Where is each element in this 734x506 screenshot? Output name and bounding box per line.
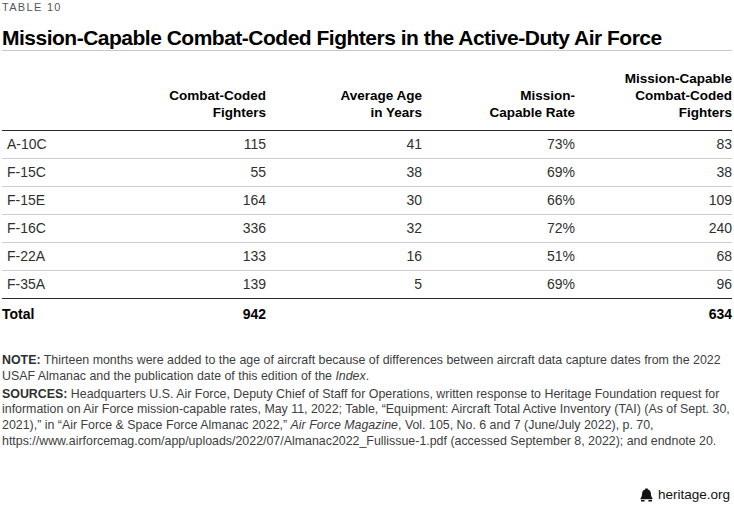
cell-combat_coded: 164 — [122, 187, 266, 215]
cell-combat_coded: 336 — [122, 215, 266, 243]
cell-avg_age: 16 — [266, 243, 422, 271]
cell-mc_fighters: 83 — [575, 131, 732, 159]
sources-text: SOURCES: Headquarters U.S. Air Force, De… — [2, 387, 732, 450]
text-segment: Air Force Magazine — [291, 418, 398, 432]
table-row: F-15E1643066%109 — [2, 187, 732, 215]
cell-mc_rate: 69% — [422, 159, 575, 187]
cell-combat_coded: 55 — [122, 159, 266, 187]
cell-mc_rate: 72% — [422, 215, 575, 243]
table-header: Combat-Coded FightersAverage Age in Year… — [2, 51, 732, 131]
cell-avg_age: 38 — [266, 159, 422, 187]
cell-mc_fighters: 38 — [575, 159, 732, 187]
page-title: Mission-Capable Combat-Coded Fighters in… — [2, 26, 732, 50]
cell-avg_age: 41 — [266, 131, 422, 159]
text-segment: . — [366, 369, 369, 383]
column-header-avg_age: Average Age in Years — [266, 51, 422, 131]
footer-brand: heritage.org — [640, 487, 730, 502]
fighters-table: Combat-Coded FightersAverage Age in Year… — [2, 50, 732, 330]
cell-mc_rate: 69% — [422, 271, 575, 299]
cell-aircraft: F-15E — [2, 187, 122, 215]
cell-mc_fighters: 96 — [575, 271, 732, 299]
cell-avg_age: 30 — [266, 187, 422, 215]
text-segment: NOTE: — [2, 353, 41, 367]
column-header-combat_coded: Combat-Coded Fighters — [122, 51, 266, 131]
cell-mc_rate: 66% — [422, 187, 575, 215]
note-text: NOTE: Thirteen months were added to the … — [2, 353, 732, 385]
cell-aircraft: F-16C — [2, 215, 122, 243]
column-header-aircraft — [2, 51, 122, 131]
column-header-mc_rate: Mission- Capable Rate — [422, 51, 575, 131]
cell-combat_coded: 115 — [122, 131, 266, 159]
table-number-label: TABLE 10 — [2, 0, 732, 13]
table-row: F-16C3363272%240 — [2, 215, 732, 243]
cell-aircraft: F-22A — [2, 243, 122, 271]
report-table-figure: TABLE 10 Mission-Capable Combat-Coded Fi… — [0, 0, 734, 506]
cell-mc_fighters: 109 — [575, 187, 732, 215]
table-row: F-22A1331651%68 — [2, 243, 732, 271]
cell-aircraft: F-15C — [2, 159, 122, 187]
cell-aircraft: F-35A — [2, 271, 122, 299]
cell-mc_fighters: 68 — [575, 243, 732, 271]
liberty-bell-icon — [640, 488, 653, 502]
cell-mc_fighters: 634 — [575, 299, 732, 331]
table-total-row: Total942 634 — [2, 299, 732, 331]
text-segment: SOURCES: — [2, 387, 67, 401]
cell-aircraft: Total — [2, 299, 122, 331]
table-row: F-35A139569%96 — [2, 271, 732, 299]
cell-avg_age: 32 — [266, 215, 422, 243]
cell-combat_coded: 942 — [122, 299, 266, 331]
cell-aircraft: A-10C — [2, 131, 122, 159]
cell-avg_age: 5 — [266, 271, 422, 299]
cell-combat_coded: 139 — [122, 271, 266, 299]
cell-mc_rate: 73% — [422, 131, 575, 159]
cell-combat_coded: 133 — [122, 243, 266, 271]
table-row: F-15C553869%38 — [2, 159, 732, 187]
column-header-mc_fighters: Mission-Capable Combat-Coded Fighters — [575, 51, 732, 131]
cell-mc_fighters: 240 — [575, 215, 732, 243]
cell-mc_rate — [422, 299, 575, 331]
footer-site-label: heritage.org — [658, 487, 730, 502]
table-header-row: Combat-Coded FightersAverage Age in Year… — [2, 51, 732, 131]
cell-mc_rate: 51% — [422, 243, 575, 271]
cell-avg_age — [266, 299, 422, 331]
table-row: A-10C1154173%83 — [2, 131, 732, 159]
table-body: A-10C1154173%83F-15C553869%38F-15E164306… — [2, 131, 732, 331]
text-segment: Index — [335, 369, 365, 383]
